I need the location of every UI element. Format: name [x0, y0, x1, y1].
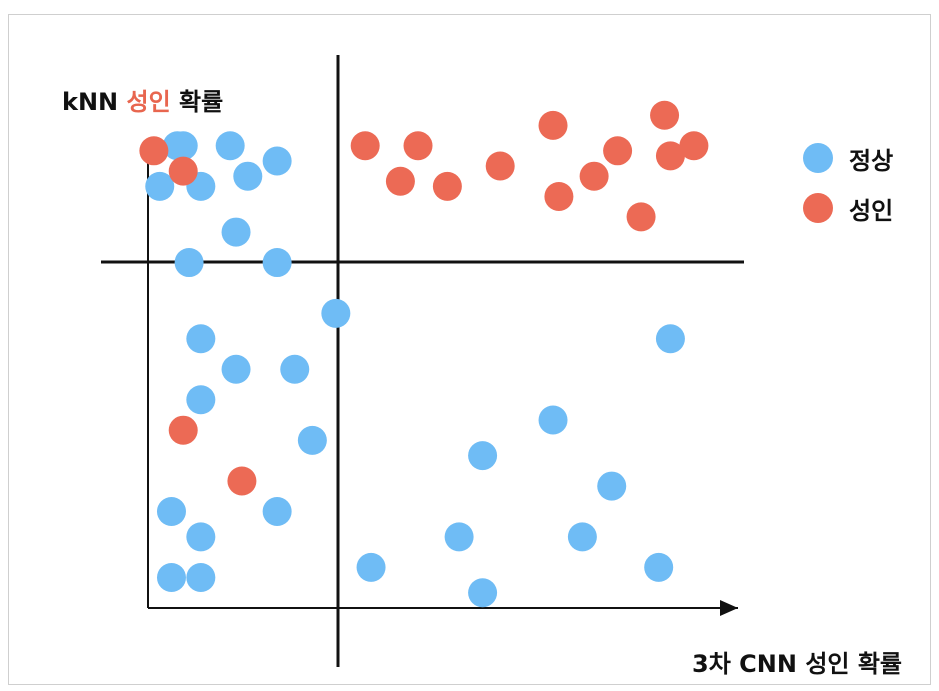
point-normal-27: [468, 578, 498, 608]
point-adult-7: [544, 182, 574, 212]
point-normal-22: [468, 441, 498, 471]
point-normal-12: [280, 354, 310, 384]
point-normal-15: [156, 496, 186, 526]
point-normal-9: [321, 298, 351, 328]
point-normal-16: [262, 496, 292, 526]
y-axis-label: kNN 성인 확률: [62, 82, 223, 117]
point-normal-29: [162, 131, 192, 161]
point-normal-1: [215, 131, 245, 161]
point-normal-4: [145, 171, 175, 201]
data-points: [139, 100, 709, 608]
point-normal-11: [221, 354, 251, 384]
point-normal-3: [233, 161, 263, 191]
y-label-suffix: 확률: [179, 88, 224, 116]
point-adult-9: [579, 161, 609, 191]
point-normal-13: [186, 385, 216, 415]
legend-item-adult: 성인: [803, 183, 893, 233]
point-adult-10: [650, 100, 680, 130]
point-adult-4: [432, 171, 462, 201]
point-adult-0: [139, 136, 169, 166]
y-label-highlight: 성인: [126, 88, 171, 116]
point-normal-14: [297, 425, 327, 455]
legend-dot-adult: [803, 193, 833, 223]
point-adult-15: [227, 466, 257, 496]
point-normal-23: [538, 405, 568, 435]
point-adult-14: [168, 415, 198, 445]
point-adult-5: [485, 151, 515, 181]
x-axis-label: 3차 CNN 성인 확률: [692, 650, 902, 678]
point-adult-6: [538, 110, 568, 140]
y-label-prefix: kNN: [62, 88, 119, 116]
point-adult-2: [350, 131, 380, 161]
point-normal-26: [644, 552, 674, 582]
legend-dot-normal: [803, 143, 833, 173]
point-normal-24: [597, 471, 627, 501]
point-adult-1: [168, 156, 198, 186]
legend-label-normal: 정상: [849, 146, 894, 175]
point-normal-17: [186, 522, 216, 552]
legend-item-normal: 정상: [803, 133, 893, 183]
point-normal-2: [262, 146, 292, 176]
point-normal-7: [174, 248, 204, 278]
point-normal-8: [262, 248, 292, 278]
legend-label-adult: 성인: [849, 196, 894, 225]
point-normal-20: [356, 552, 386, 582]
point-adult-3: [403, 131, 433, 161]
point-normal-21: [444, 522, 474, 552]
point-adult-13: [626, 202, 656, 232]
point-normal-28: [655, 324, 685, 354]
point-normal-18: [156, 563, 186, 593]
point-adult-16: [385, 166, 415, 196]
legend: 정상 성인: [803, 133, 893, 233]
point-adult-12: [679, 131, 709, 161]
point-normal-25: [567, 522, 597, 552]
point-normal-10: [186, 324, 216, 354]
point-adult-8: [603, 136, 633, 166]
point-normal-19: [186, 563, 216, 593]
point-adult-11: [655, 141, 685, 171]
point-normal-6: [221, 217, 251, 247]
